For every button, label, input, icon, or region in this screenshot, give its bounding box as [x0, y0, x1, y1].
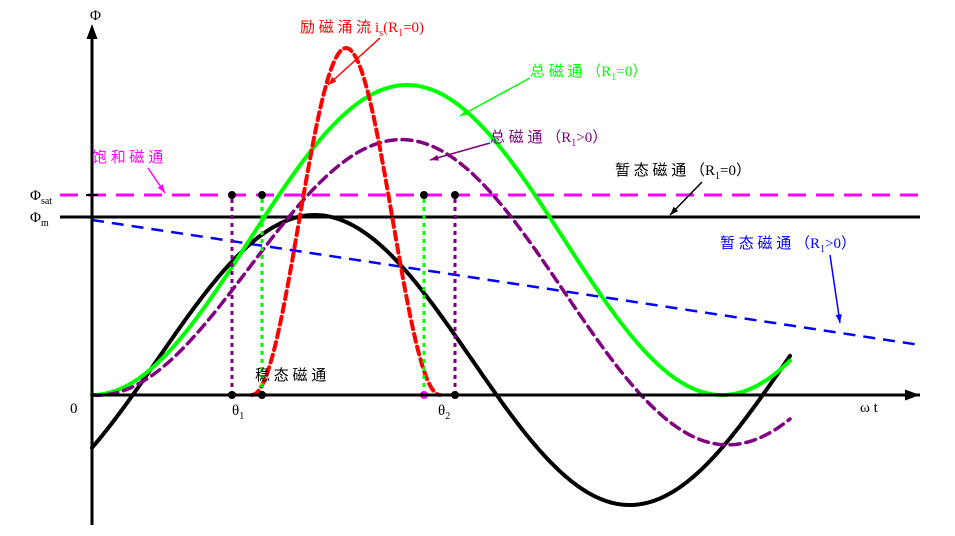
svg-text:0: 0: [70, 401, 78, 417]
svg-text:Φ: Φ: [90, 8, 101, 24]
flux-diagram: Φω t0ΦsatΦmθ1θ2励 磁 涌 流 is(R1=0)总 磁 通 （R1…: [0, 0, 955, 536]
svg-text:饱 和 磁 通: 饱 和 磁 通: [92, 149, 163, 166]
svg-text:ω t: ω t: [860, 400, 879, 416]
svg-text:稳 态 磁 通: 稳 态 磁 通: [255, 367, 326, 384]
